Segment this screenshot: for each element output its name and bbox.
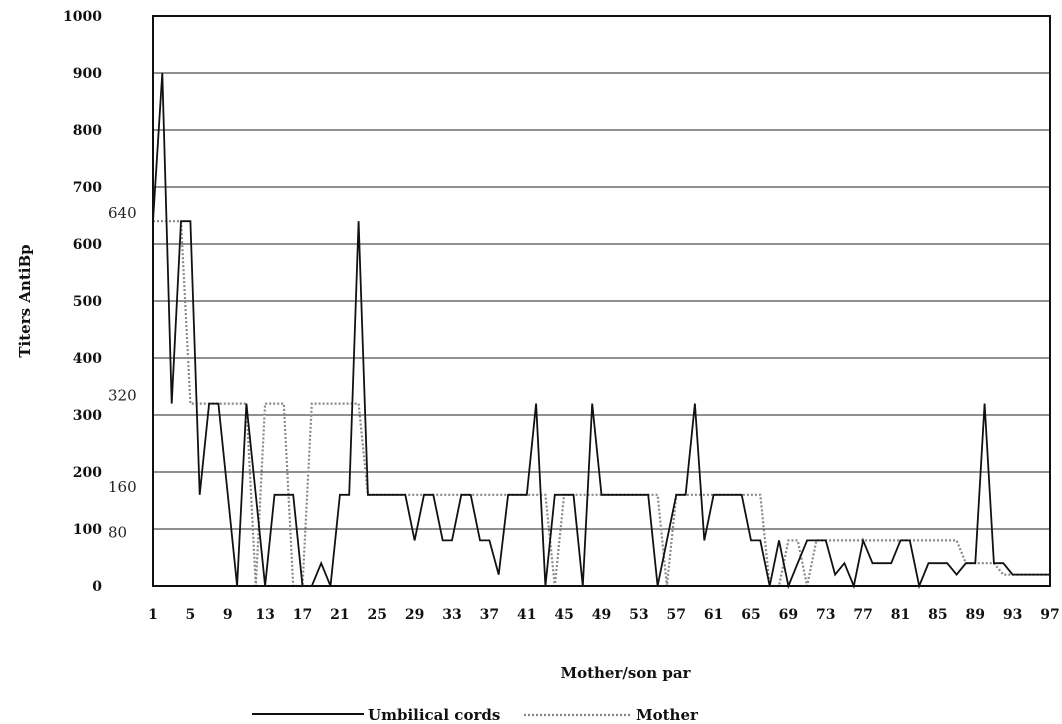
x-tick-label: 57 xyxy=(667,607,686,623)
series-line-mother xyxy=(153,220,1050,588)
x-axis-label: Mother/son par xyxy=(560,664,691,682)
x-tick-label: 49 xyxy=(592,607,611,623)
x-tick-label: 61 xyxy=(704,607,723,623)
y-axis-label: Titers AntiBp xyxy=(16,244,34,357)
x-tick-label: 77 xyxy=(853,607,872,623)
x-tick-label: 21 xyxy=(330,607,349,623)
reference-labels: 640 320 160 80 xyxy=(108,204,137,541)
x-tick-label: 53 xyxy=(629,607,648,623)
reference-label-640: 640 xyxy=(108,204,137,222)
legend-label-umbilical-cords: Umbilical cords xyxy=(368,706,500,724)
reference-label-160: 160 xyxy=(108,478,137,496)
grid-lines xyxy=(153,15,1050,587)
x-tick-label: 25 xyxy=(368,607,387,623)
y-tick-label: 1000 xyxy=(63,9,102,25)
x-tick-label: 41 xyxy=(517,607,536,623)
y-tick-label: 700 xyxy=(73,180,102,196)
y-tick-label: 800 xyxy=(73,123,102,139)
x-tick-label: 29 xyxy=(405,607,424,623)
x-tick-label: 89 xyxy=(966,607,985,623)
x-tick-label: 1 xyxy=(148,607,158,623)
y-tick-label: 0 xyxy=(92,579,102,595)
y-tick-label: 200 xyxy=(73,465,102,481)
reference-label-80: 80 xyxy=(108,523,127,541)
y-tick-label: 400 xyxy=(73,351,102,367)
x-tick-label: 73 xyxy=(816,607,835,623)
x-tick-label: 17 xyxy=(293,607,312,623)
x-tick-label: 65 xyxy=(741,607,760,623)
y-tick-label: 900 xyxy=(73,66,102,82)
x-tick-label: 37 xyxy=(480,607,499,623)
x-tick-label: 69 xyxy=(779,607,798,623)
series-layer xyxy=(152,72,1050,590)
x-tick-label: 33 xyxy=(442,607,461,623)
y-tick-label: 300 xyxy=(73,408,102,424)
reference-label-320: 320 xyxy=(108,387,137,405)
x-tick-label: 85 xyxy=(928,607,947,623)
x-tick-label: 81 xyxy=(891,607,910,623)
series-line-umbilical-cords xyxy=(152,72,1050,590)
x-tick-label: 9 xyxy=(223,607,233,623)
x-tick-label: 5 xyxy=(186,607,196,623)
x-tick-label: 45 xyxy=(554,607,573,623)
y-tick-label: 500 xyxy=(73,294,102,310)
legend-label-mother: Mother xyxy=(636,706,699,724)
y-tick-labels: 0 100 200 300 400 500 600 700 800 900 1000 xyxy=(63,9,102,595)
plot-frame xyxy=(152,15,1051,587)
legend: Umbilical cords Mother xyxy=(252,706,699,724)
x-tick-label: 13 xyxy=(255,607,274,623)
x-tick-labels: 1 5 9 13 17 21 25 29 33 37 41 45 49 53 57 61 65 69 73 77 81 8… xyxy=(148,607,1060,623)
y-tick-label: 600 xyxy=(73,237,102,253)
x-tick-label: 93 xyxy=(1003,607,1022,623)
x-tick-label: 97 xyxy=(1040,607,1059,623)
y-tick-label: 100 xyxy=(73,522,102,538)
